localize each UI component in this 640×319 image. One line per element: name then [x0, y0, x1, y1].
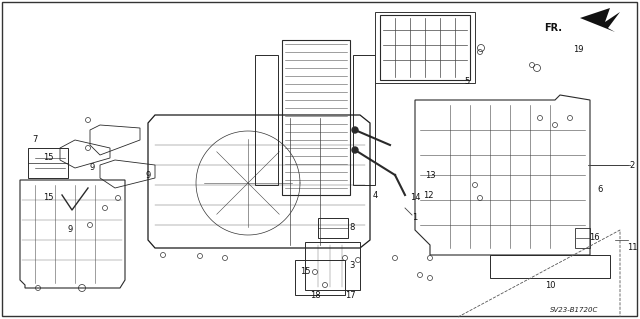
Text: 15: 15	[43, 153, 53, 162]
Text: 8: 8	[349, 224, 355, 233]
Text: 7: 7	[32, 136, 38, 145]
Circle shape	[352, 147, 358, 153]
Bar	[28, 148, 68, 178]
Text: FR.: FR.	[544, 23, 562, 33]
Text: 15: 15	[300, 268, 310, 277]
Bar	[318, 218, 348, 238]
Text: 5: 5	[465, 78, 470, 86]
Text: 6: 6	[597, 186, 603, 195]
Text: 16: 16	[589, 234, 599, 242]
Text: 12: 12	[423, 190, 433, 199]
Text: 10: 10	[545, 280, 556, 290]
Text: 4: 4	[372, 190, 378, 199]
Text: 11: 11	[627, 243, 637, 253]
Bar	[295, 260, 345, 295]
Text: 18: 18	[310, 291, 320, 300]
Text: 9: 9	[90, 164, 95, 173]
Text: 3: 3	[349, 261, 355, 270]
Text: 15: 15	[43, 194, 53, 203]
Text: SV23-B1720C: SV23-B1720C	[550, 307, 598, 313]
Polygon shape	[580, 8, 620, 32]
Circle shape	[352, 127, 358, 133]
Bar	[575, 228, 590, 248]
Bar	[282, 40, 350, 195]
Bar	[353, 55, 375, 185]
Text: 9: 9	[145, 170, 150, 180]
Bar	[490, 255, 610, 278]
Text: 19: 19	[573, 46, 583, 55]
Bar	[380, 15, 470, 80]
Text: 2: 2	[629, 160, 635, 169]
Text: 1: 1	[412, 213, 418, 222]
Bar	[305, 242, 360, 290]
Text: 13: 13	[425, 170, 435, 180]
Text: 14: 14	[410, 194, 420, 203]
Text: 9: 9	[67, 226, 72, 234]
Bar	[255, 55, 278, 185]
Text: 17: 17	[345, 291, 355, 300]
Bar	[375, 12, 475, 83]
